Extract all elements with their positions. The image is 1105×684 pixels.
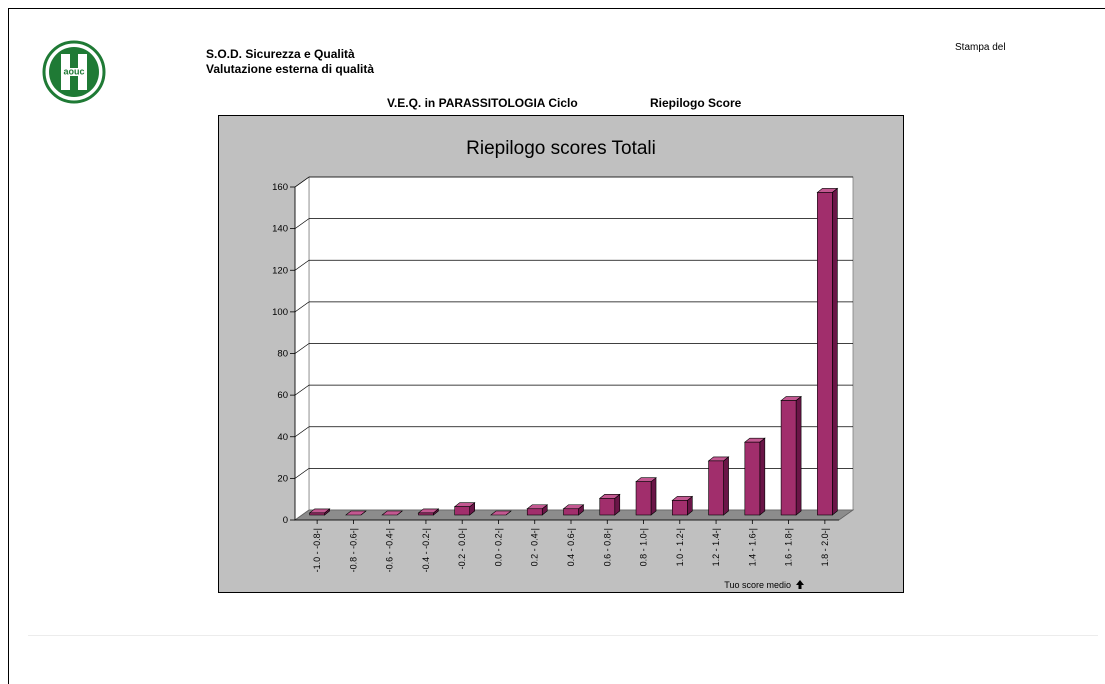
x-tick-label: 0.6 - 0.8-| (602, 528, 612, 566)
gridline-depth (294, 301, 310, 313)
x-tick-label: -0.2 - 0.0-| (457, 528, 467, 569)
bar-front (744, 441, 761, 516)
bar-front (635, 481, 652, 516)
y-tick-label: 80 (277, 349, 288, 360)
gridline-depth (294, 343, 310, 354)
gridline-depth (294, 384, 310, 396)
page-frame (8, 8, 1105, 684)
bar (671, 495, 694, 516)
bar-side (650, 477, 657, 516)
report-section-title: Riepilogo Score (650, 96, 742, 110)
aouc-logo: aouc (42, 40, 106, 104)
bar-front (599, 498, 616, 516)
gridline-depth (294, 218, 310, 229)
bar-side (795, 395, 802, 516)
chart-title: Riepilogo scores Totali (466, 138, 656, 159)
bar (562, 504, 585, 516)
bar-chart: Riepilogo scores Totali 0 20 40 60 80 100 120 1… (272, 138, 855, 590)
organization-header: S.O.D. Sicurezza e Qualità Valutazione e… (206, 47, 374, 77)
x-tick-label: 0.4 - 0.6-| (566, 528, 576, 566)
bar-top (345, 510, 367, 516)
x-tick-label: 1.2 - 1.4-| (711, 528, 721, 566)
x-tick-label: 1.4 - 1.6-| (747, 528, 757, 566)
y-tick-label: 0 (283, 515, 288, 526)
x-tick-label: 0.8 - 1.0-| (639, 528, 649, 566)
y-tick-label: 140 (272, 224, 288, 235)
bar (816, 187, 839, 516)
bar (453, 502, 476, 516)
bar (417, 508, 440, 516)
gridline-depth (294, 468, 310, 479)
gridline-depth (294, 426, 310, 438)
bar (707, 456, 730, 516)
y-tick-label: 60 (277, 390, 288, 401)
x-tick-label: -0.6 - -0.4-| (385, 528, 395, 572)
x-tick-label: -0.8 - -0.6-| (348, 528, 358, 572)
bar-front (671, 500, 688, 516)
gridline-depth (294, 259, 310, 271)
y-tick-label: 100 (272, 307, 288, 318)
chart-container: Riepilogo scores Totali 0 20 40 60 80 100 120 1… (218, 115, 904, 593)
bar-side (759, 437, 766, 516)
bar (345, 510, 367, 516)
x-tick-label: 1.0 - 1.2-| (675, 528, 685, 566)
y-tick-label: 40 (277, 432, 288, 443)
print-date-label: Stampa del (955, 42, 1006, 53)
y-tick-label: 160 (272, 182, 288, 193)
logo-text: aouc (63, 67, 84, 77)
y-tick-label: 120 (272, 265, 288, 276)
bar-top (381, 510, 404, 516)
y-tick-label: 20 (277, 473, 288, 484)
bar (743, 437, 766, 516)
bar-side (832, 187, 838, 516)
bar-front (563, 508, 579, 516)
bar-front (708, 460, 724, 516)
bar (635, 477, 657, 516)
org-line-2: Valutazione esterna di qualità (206, 62, 375, 76)
score-annotation: Tuo score medio (724, 580, 791, 590)
up-arrow-icon (796, 580, 804, 589)
bar-front (454, 506, 470, 516)
bar-top (490, 510, 512, 516)
x-tick-label: 1.8 - 2.0-| (820, 528, 830, 566)
gridline-depth (294, 176, 310, 188)
bar (780, 395, 802, 516)
bar-front (817, 192, 833, 516)
x-tick-label: 0.0 - 0.2-| (493, 528, 503, 566)
bar (490, 510, 512, 516)
bar-front (309, 512, 325, 516)
x-tick-label: -0.4 - -0.2-| (421, 528, 431, 572)
bar-side (723, 456, 729, 516)
bottom-divider (28, 635, 1098, 636)
x-tick-label: -1.0 - -0.8-| (312, 528, 322, 572)
bar-front (526, 508, 543, 516)
bar-front (780, 400, 797, 516)
x-tick-label: 0.2 - 0.4-| (530, 528, 540, 566)
bar (598, 493, 621, 516)
org-line-1: S.O.D. Sicurezza e Qualità (206, 47, 355, 61)
report-subtitle: V.E.Q. in PARASSITOLOGIA Ciclo (387, 96, 578, 110)
x-tick-label: 1.6 - 1.8-| (784, 528, 794, 566)
bar (308, 508, 331, 516)
bar (526, 504, 549, 516)
bar-front (418, 512, 434, 516)
bar (381, 510, 404, 516)
